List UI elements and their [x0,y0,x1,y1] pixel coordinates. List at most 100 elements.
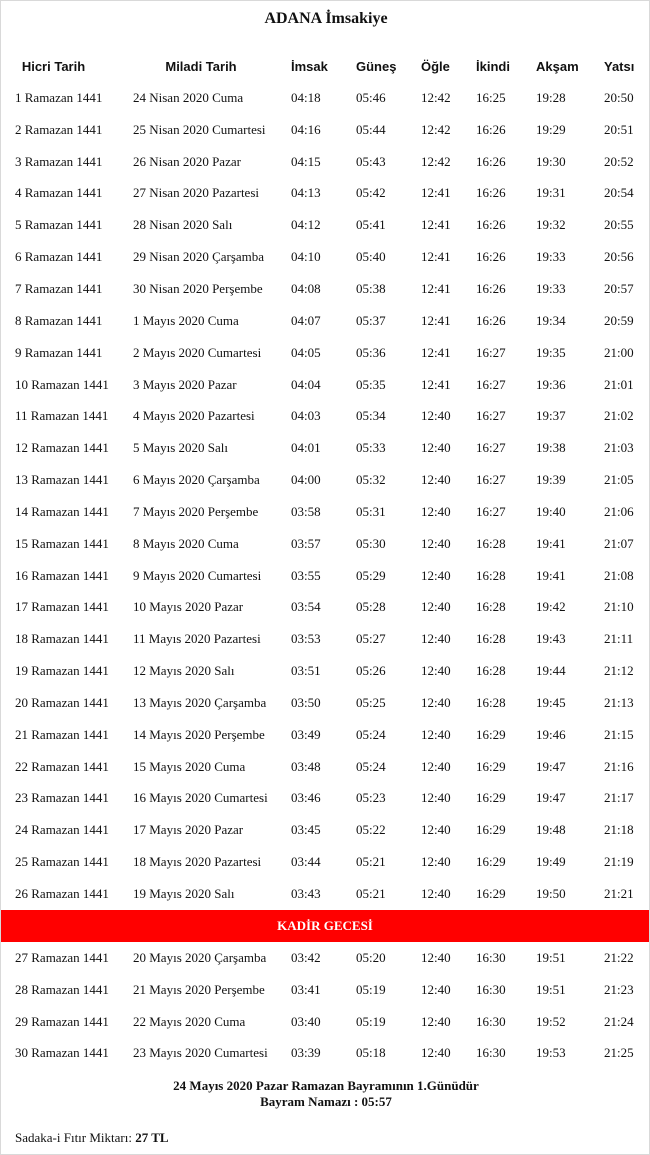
yatsi-time: 21:16 [604,758,634,774]
ikindi-time: 16:28 [476,663,506,679]
imsak-time: 03:54 [291,599,321,615]
aksam-time: 19:45 [536,694,566,710]
miladi-date: 3 Mayıs 2020 Pazar [133,376,237,392]
table-row: 24 Ramazan 1441 17 Mayıs 2020 Pazar 03:45 0… [1,814,649,846]
ogle-time: 12:40 [421,726,451,742]
header-ikindi: İkindi [476,58,510,74]
hicri-date: 27 Ramazan 1441 [15,949,109,965]
miladi-date: 28 Nisan 2020 Salı [133,217,233,233]
header-yatsi: Yatsı [604,58,635,74]
ogle-time: 12:42 [421,89,451,105]
aksam-time: 19:31 [536,185,566,201]
gunes-time: 05:20 [356,949,386,965]
table-row: 2 Ramazan 1441 25 Nisan 2020 Cumartesi 04:… [1,114,649,146]
ogle-time: 12:42 [421,121,451,137]
imsak-time: 04:04 [291,376,321,392]
ikindi-time: 16:26 [476,217,506,233]
table-row: 11 Ramazan 1441 4 Mayıs 2020 Pazartesi 04:… [1,400,649,432]
table-row: 12 Ramazan 1441 5 Mayıs 2020 Salı 04:01 05:… [1,432,649,464]
gunes-time: 05:29 [356,567,386,583]
fitre-label: Sadaka-i Fıtır Miktarı: [15,1130,136,1145]
aksam-time: 19:32 [536,217,566,233]
gunes-time: 05:32 [356,472,386,488]
imsak-time: 03:45 [291,822,321,838]
ikindi-time: 16:29 [476,790,506,806]
ikindi-time: 16:28 [476,567,506,583]
miladi-date: 13 Mayıs 2020 Çarşamba [133,694,267,710]
table-row: 5 Ramazan 1441 28 Nisan 2020 Salı 04:12 05:… [1,209,649,241]
aksam-time: 19:36 [536,376,566,392]
imsak-time: 03:44 [291,854,321,870]
yatsi-time: 21:22 [604,949,634,965]
ogle-time: 12:40 [421,886,451,902]
yatsi-time: 20:59 [604,312,634,328]
imsak-time: 04:10 [291,249,321,265]
miladi-date: 23 Mayıs 2020 Cumartesi [133,1045,268,1061]
yatsi-time: 20:57 [604,280,634,296]
hicri-date: 17 Ramazan 1441 [15,599,109,615]
miladi-date: 19 Mayıs 2020 Salı [133,886,235,902]
yatsi-time: 21:00 [604,344,634,360]
yatsi-time: 20:54 [604,185,634,201]
table-row: 16 Ramazan 1441 9 Mayıs 2020 Cumartesi 03:… [1,560,649,592]
hicri-date: 23 Ramazan 1441 [15,790,109,806]
header-ogle: Öğle [421,58,450,74]
table-row: 20 Ramazan 1441 13 Mayıs 2020 Çarşamba 03:… [1,687,649,719]
imsak-time: 03:40 [291,1013,321,1029]
aksam-time: 19:40 [536,503,566,519]
yatsi-time: 21:02 [604,408,634,424]
table-row: 14 Ramazan 1441 7 Mayıs 2020 Perşembe 03:5… [1,496,649,528]
gunes-time: 05:26 [356,663,386,679]
imsak-time: 04:00 [291,472,321,488]
aksam-time: 19:35 [536,344,566,360]
aksam-time: 19:38 [536,440,566,456]
yatsi-time: 20:55 [604,217,634,233]
ikindi-time: 16:27 [476,408,506,424]
gunes-time: 05:31 [356,503,386,519]
gunes-time: 05:42 [356,185,386,201]
yatsi-time: 21:07 [604,535,634,551]
table-row: 27 Ramazan 1441 20 Mayıs 2020 Çarşamba 03:… [1,942,649,974]
gunes-time: 05:23 [356,790,386,806]
gunes-time: 05:22 [356,822,386,838]
ogle-time: 12:40 [421,694,451,710]
gunes-time: 05:30 [356,535,386,551]
header-imsak: İmsak [291,58,328,74]
ogle-time: 12:40 [421,1045,451,1061]
miladi-date: 10 Mayıs 2020 Pazar [133,599,244,615]
yatsi-time: 21:17 [604,790,634,806]
hicri-date: 30 Ramazan 1441 [15,1045,109,1061]
table-row: 28 Ramazan 1441 21 Mayıs 2020 Perşembe 03:… [1,974,649,1006]
table-row: 10 Ramazan 1441 3 Mayıs 2020 Pazar 04:04 05… [1,369,649,401]
ikindi-time: 16:26 [476,185,506,201]
ikindi-time: 16:25 [476,89,506,105]
hicri-date: 5 Ramazan 1441 [15,217,103,233]
aksam-time: 19:47 [536,758,566,774]
yatsi-time: 21:23 [604,981,634,997]
hicri-date: 13 Ramazan 1441 [15,472,109,488]
table-row: 3 Ramazan 1441 26 Nisan 2020 Pazar 04:15 05… [1,146,649,178]
aksam-time: 19:50 [536,886,566,902]
ogle-time: 12:40 [421,981,451,997]
yatsi-time: 20:56 [604,249,634,265]
ogle-time: 12:40 [421,472,451,488]
miladi-date: 14 Mayıs 2020 Perşembe [133,726,265,742]
miladi-date: 18 Mayıs 2020 Pazartesi [133,854,262,870]
ogle-time: 12:40 [421,949,451,965]
hicri-date: 24 Ramazan 1441 [15,822,109,838]
imsak-time: 04:07 [291,312,321,328]
table-row: 19 Ramazan 1441 12 Mayıs 2020 Salı 03:51 05… [1,655,649,687]
table-row: 30 Ramazan 1441 23 Mayıs 2020 Cumartesi 03… [1,1037,649,1069]
imsakiye-table: Hicri Tarih Miladi Tarih İmsak Güneş Öğle İki… [1,50,649,1069]
gunes-time: 05:44 [356,121,386,137]
hicri-date: 20 Ramazan 1441 [15,694,109,710]
ikindi-time: 16:29 [476,726,506,742]
fitre-value: 27 TL [135,1130,169,1145]
yatsi-time: 21:03 [604,440,634,456]
page-title: ADANA İmsakiye [264,10,388,27]
gunes-time: 05:35 [356,376,386,392]
yatsi-time: 21:12 [604,663,634,679]
ogle-time: 12:40 [421,440,451,456]
gunes-time: 05:33 [356,440,386,456]
gunes-time: 05:38 [356,280,386,296]
